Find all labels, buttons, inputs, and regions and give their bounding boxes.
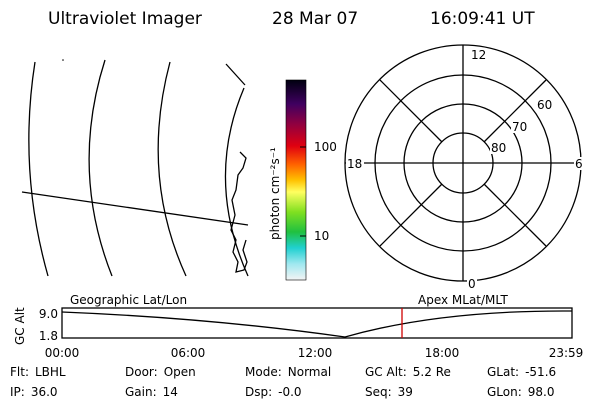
time: 16:09:41 UT [430,9,535,29]
polar-plot: 12 18 6 0 60 70 80 [344,44,584,291]
status-label: Seq: [365,385,392,399]
status-label: Door: [125,365,158,379]
lat-label: 60 [537,98,552,112]
status-label: Dsp: [245,385,272,399]
status-field: GLon: 98.0 [487,385,554,399]
time-label: 00:00 [45,346,80,360]
status-field: Door: Open [125,365,196,379]
time-label: 12:00 [298,346,333,360]
timeline-title: Apex MLat/MLT [418,293,508,307]
status-value: 14 [163,385,178,399]
map [21,59,249,277]
status-value: Open [164,365,196,379]
timeline-title: Geographic Lat/Lon [70,293,187,307]
status-panel: Flt: LBHL Door: Open Mode: Normal GC Alt: 5.2 R… [10,365,556,399]
colorbar: 100 10 photon cm⁻²s⁻¹ [268,79,337,281]
mlt-label: 18 [347,157,362,171]
y-label: 1.8 [39,329,58,343]
status-value: -0.0 [278,385,301,399]
axis-label: GC Alt [13,307,27,345]
status-field: Gain: 14 [125,385,178,399]
mlt-label: 0 [468,277,476,291]
y-label: 9.0 [39,307,58,321]
status-value: LBHL [35,365,66,379]
status-value: 98.0 [528,385,555,399]
date: 28 Mar 07 [272,9,358,29]
status-value: Normal [288,365,331,379]
status-label: IP: [10,385,25,399]
mlt-label: 6 [575,157,583,171]
time-label: 23:59 [549,346,584,360]
timeline: Geographic Lat/Lon Apex MLat/MLT GC Alt … [13,293,583,360]
status-field: IP: 36.0 [10,385,58,399]
status-field: Mode: Normal [245,365,331,379]
mlt-label: 12 [471,48,486,62]
time-label: 06:00 [171,346,206,360]
lat-label: 80 [491,141,506,155]
status-field: Flt: LBHL [10,365,66,379]
colorbar-tick: 10 [314,229,329,243]
lat-label: 70 [512,120,527,134]
status-label: Mode: [245,365,282,379]
status-value: -51.6 [525,365,556,379]
time-label: 18:00 [425,346,460,360]
status-label: GLat: [487,365,519,379]
status-field: GLat: -51.6 [487,365,556,379]
status-label: GC Alt: [365,365,407,379]
title: Ultraviolet Imager [48,9,202,29]
status-field: GC Alt: 5.2 Re [365,365,451,379]
colorbar-tick: 100 [314,140,337,154]
status-label: Gain: [125,385,157,399]
status-value: 36.0 [31,385,58,399]
status-value: 39 [398,385,413,399]
status-value: 5.2 Re [413,365,451,379]
status-label: Flt: [10,365,29,379]
status-label: GLon: [487,385,522,399]
status-field: Dsp: -0.0 [245,385,302,399]
status-field: Seq: 39 [365,385,413,399]
colorbar-label: photon cm⁻²s⁻¹ [268,147,282,240]
